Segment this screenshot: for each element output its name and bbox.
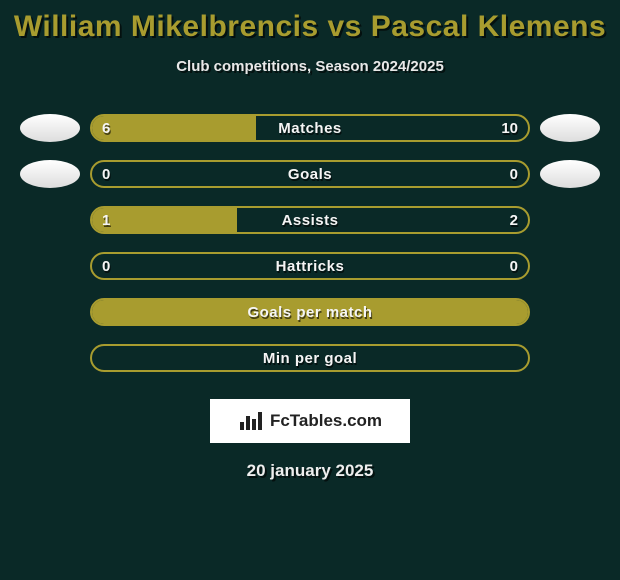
logo-box: FcTables.com bbox=[210, 399, 410, 443]
stat-label: Matches bbox=[92, 116, 528, 140]
stat-label: Goals per match bbox=[92, 300, 528, 324]
stat-bar: Goals per match bbox=[90, 298, 530, 326]
stat-row: 0Goals0 bbox=[10, 151, 610, 197]
stat-row: Goals per match bbox=[10, 289, 610, 335]
stat-bar: 0Hattricks0 bbox=[90, 252, 530, 280]
comparison-chart: 6Matches100Goals01Assists20Hattricks0Goa… bbox=[10, 105, 610, 381]
stat-value-right: 2 bbox=[510, 208, 518, 232]
stat-bar: 0Goals0 bbox=[90, 160, 530, 188]
stat-label: Assists bbox=[92, 208, 528, 232]
stat-value-right: 10 bbox=[501, 116, 518, 140]
player2-avatar bbox=[540, 114, 600, 142]
stat-row: 0Hattricks0 bbox=[10, 243, 610, 289]
stat-label: Min per goal bbox=[92, 346, 528, 370]
player2-avatar bbox=[540, 160, 600, 188]
date-label: 20 january 2025 bbox=[0, 461, 620, 481]
stat-value-right: 0 bbox=[510, 162, 518, 186]
stat-row: 1Assists2 bbox=[10, 197, 610, 243]
player1-avatar bbox=[20, 114, 80, 142]
stat-bar: 1Assists2 bbox=[90, 206, 530, 234]
stat-label: Hattricks bbox=[92, 254, 528, 278]
stat-bar: Min per goal bbox=[90, 344, 530, 372]
stat-label: Goals bbox=[92, 162, 528, 186]
subtitle: Club competitions, Season 2024/2025 bbox=[0, 58, 620, 75]
stat-bar: 6Matches10 bbox=[90, 114, 530, 142]
page-title: William Mikelbrencis vs Pascal Klemens bbox=[0, 0, 620, 44]
bars-icon bbox=[238, 410, 264, 432]
stat-row: Min per goal bbox=[10, 335, 610, 381]
stat-value-right: 0 bbox=[510, 254, 518, 278]
player1-avatar bbox=[20, 160, 80, 188]
stat-row: 6Matches10 bbox=[10, 105, 610, 151]
logo-text: FcTables.com bbox=[270, 411, 382, 431]
